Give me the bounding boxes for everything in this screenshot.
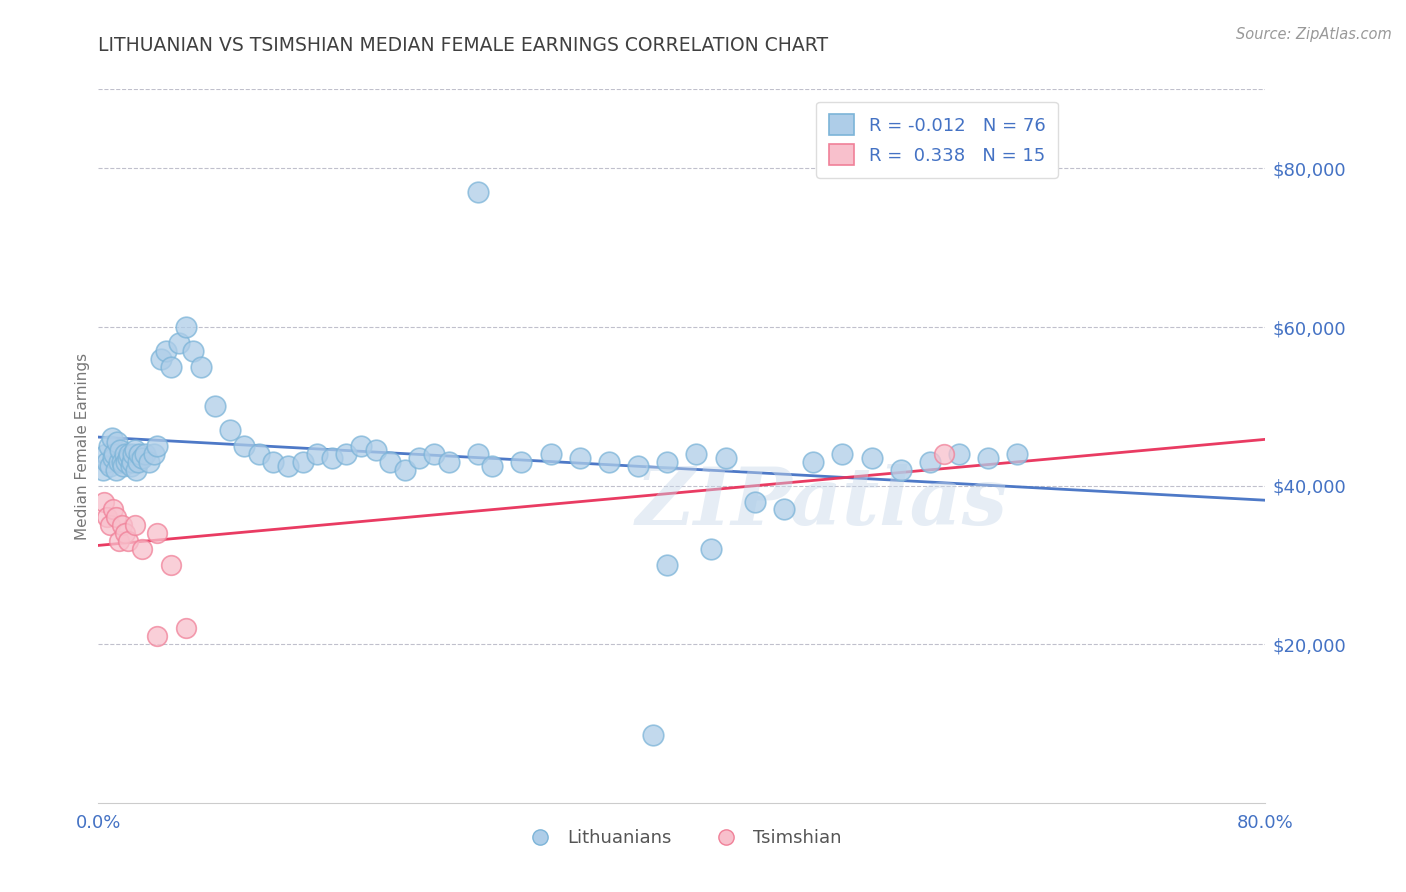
Point: [233, 439, 256, 453]
Point: [131, 542, 153, 557]
Point: [117, 450, 139, 465]
Point: [598, 455, 620, 469]
Point: [174, 320, 197, 334]
Point: [307, 447, 329, 461]
Point: [335, 447, 357, 461]
Point: [101, 502, 124, 516]
Point: [510, 455, 533, 469]
Point: [744, 494, 766, 508]
Point: [394, 463, 416, 477]
Point: [860, 450, 883, 465]
Point: [105, 435, 128, 450]
Point: [714, 450, 737, 465]
Point: [98, 458, 121, 473]
Point: [117, 534, 139, 549]
Point: [104, 510, 127, 524]
Text: ZIPatlas: ZIPatlas: [636, 465, 1008, 541]
Point: [934, 447, 956, 461]
Legend: Lithuanians, Tsimshian: Lithuanians, Tsimshian: [515, 822, 849, 855]
Point: [657, 455, 679, 469]
Point: [115, 455, 138, 469]
Point: [104, 463, 127, 477]
Point: [150, 351, 173, 366]
Point: [321, 450, 343, 465]
Point: [103, 447, 125, 461]
Point: [540, 447, 562, 461]
Point: [127, 455, 149, 469]
Point: [174, 621, 197, 635]
Point: [190, 359, 212, 374]
Point: [918, 455, 941, 469]
Point: [98, 518, 121, 533]
Point: [114, 447, 136, 461]
Point: [91, 463, 114, 477]
Point: [423, 447, 446, 461]
Point: [467, 447, 489, 461]
Point: [291, 455, 314, 469]
Point: [111, 455, 134, 469]
Point: [685, 447, 707, 461]
Point: [408, 450, 430, 465]
Point: [204, 400, 226, 414]
Point: [108, 455, 131, 469]
Point: [262, 455, 284, 469]
Point: [437, 455, 460, 469]
Point: [948, 447, 970, 461]
Point: [247, 447, 270, 461]
Point: [108, 534, 131, 549]
Point: [112, 458, 135, 473]
Point: [568, 450, 591, 465]
Point: [350, 439, 373, 453]
Point: [138, 455, 160, 469]
Point: [160, 558, 183, 572]
Point: [890, 463, 912, 477]
Point: [977, 450, 1000, 465]
Point: [122, 447, 145, 461]
Point: [128, 447, 150, 461]
Point: [100, 431, 122, 445]
Point: [114, 526, 136, 541]
Text: Source: ZipAtlas.com: Source: ZipAtlas.com: [1236, 27, 1392, 42]
Point: [142, 447, 165, 461]
Y-axis label: Median Female Earnings: Median Female Earnings: [75, 352, 90, 540]
Point: [277, 458, 299, 473]
Point: [146, 629, 169, 643]
Point: [364, 442, 387, 457]
Point: [124, 442, 146, 457]
Point: [181, 343, 204, 358]
Point: [121, 455, 143, 469]
Point: [131, 450, 153, 465]
Point: [467, 186, 489, 200]
Point: [118, 447, 141, 461]
Point: [801, 455, 824, 469]
Point: [134, 447, 156, 461]
Point: [93, 494, 115, 508]
Point: [111, 518, 134, 533]
Point: [380, 455, 402, 469]
Point: [218, 423, 240, 437]
Point: [120, 458, 142, 473]
Point: [124, 518, 146, 533]
Point: [125, 463, 148, 477]
Point: [110, 442, 132, 457]
Point: [773, 502, 796, 516]
Point: [641, 728, 664, 742]
Point: [831, 447, 853, 461]
Point: [481, 458, 503, 473]
Point: [96, 510, 118, 524]
Point: [101, 450, 124, 465]
Point: [96, 455, 118, 469]
Point: [146, 526, 169, 541]
Point: [146, 439, 169, 453]
Point: [657, 558, 679, 572]
Point: [167, 335, 190, 350]
Text: LITHUANIAN VS TSIMSHIAN MEDIAN FEMALE EARNINGS CORRELATION CHART: LITHUANIAN VS TSIMSHIAN MEDIAN FEMALE EA…: [98, 36, 828, 54]
Point: [627, 458, 650, 473]
Point: [700, 542, 723, 557]
Point: [94, 447, 117, 461]
Point: [160, 359, 183, 374]
Point: [155, 343, 177, 358]
Point: [1007, 447, 1029, 461]
Point: [97, 439, 120, 453]
